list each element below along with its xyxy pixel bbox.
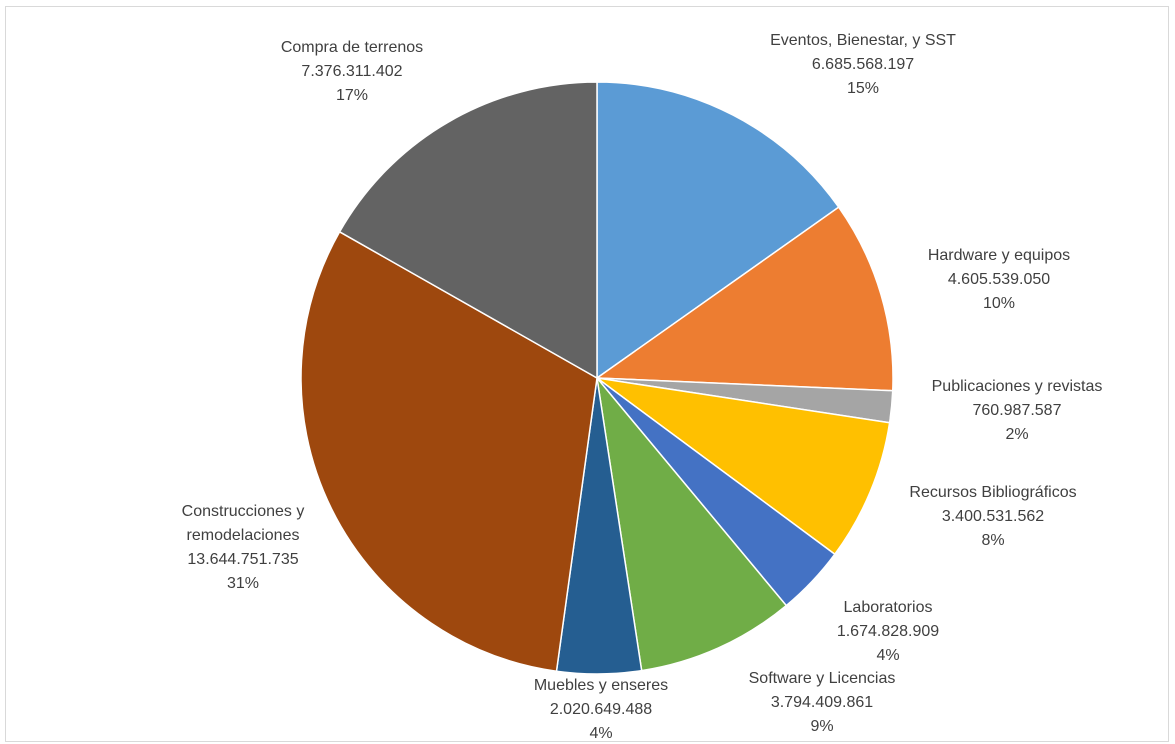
- slice-category-label: Software y Licencias: [749, 670, 896, 687]
- slice-category-label: Laboratorios: [844, 599, 933, 616]
- pie-slice: [300, 230, 598, 673]
- slice-category-label: Eventos, Bienestar, y SST: [770, 32, 956, 49]
- slice-category-label: Compra de terrenos: [281, 39, 423, 56]
- slice-value-label: 3.794.409.861: [771, 694, 873, 711]
- slice-data-label: Construcciones y remodelaciones 13.644.751…: [182, 503, 305, 592]
- slice-category-label: remodelaciones: [187, 527, 300, 544]
- slice-data-label: Laboratorios 1.674.828.909 4%: [837, 599, 939, 664]
- slice-value-label: 3.400.531.562: [942, 508, 1044, 525]
- slice-data-label: Recursos Bibliográficos 3.400.531.562 8%: [909, 484, 1076, 549]
- slice-data-label: Publicaciones y revistas 760.987.587 2%: [932, 378, 1103, 443]
- slice-value-label: 6.685.568.197: [812, 56, 914, 73]
- slice-category-label: Publicaciones y revistas: [932, 378, 1103, 395]
- slice-data-label: Hardware y equipos 4.605.539.050 10%: [928, 247, 1070, 312]
- slice-percent-label: 17%: [336, 87, 368, 104]
- slice-percent-label: 4%: [589, 725, 612, 742]
- slice-data-label: Muebles y enseres 2.020.649.488 4%: [534, 677, 668, 742]
- pie-slice: [338, 81, 598, 380]
- slice-category-label: Recursos Bibliográficos: [909, 484, 1076, 501]
- slice-value-label: 7.376.311.402: [301, 63, 402, 80]
- pie-slice: [596, 377, 891, 556]
- slice-percent-label: 4%: [876, 647, 899, 664]
- slice-data-label: Eventos, Bienestar, y SST 6.685.568.197 15…: [770, 32, 956, 97]
- slice-category-label: Muebles y enseres: [534, 677, 668, 694]
- slice-value-label: 1.674.828.909: [837, 623, 939, 640]
- slice-value-label: 4.605.539.050: [948, 271, 1050, 288]
- slice-value-label: 2.020.649.488: [550, 701, 652, 718]
- slice-percent-label: 8%: [981, 532, 1004, 549]
- slice-percent-label: 31%: [227, 575, 259, 592]
- pie-slice: [596, 81, 840, 380]
- pie-slice: [594, 206, 894, 392]
- slice-category-label: Construcciones y: [182, 503, 305, 520]
- pie-slice: [595, 375, 788, 672]
- slice-percent-label: 10%: [983, 295, 1015, 312]
- pie-labels: Eventos, Bienestar, y SST 6.685.568.197 15…: [182, 32, 1103, 742]
- slice-value-label: 13.644.751.735: [187, 551, 298, 568]
- slice-category-label: Hardware y equipos: [928, 247, 1070, 264]
- slice-data-label: Compra de terrenos 7.376.311.402 17%: [281, 39, 423, 104]
- slice-value-label: 760.987.587: [973, 402, 1062, 419]
- pie-slices: [300, 81, 894, 675]
- slice-percent-label: 2%: [1005, 426, 1028, 443]
- slice-percent-label: 9%: [810, 718, 833, 735]
- slice-percent-label: 15%: [847, 80, 879, 97]
- slice-data-label: Software y Licencias 3.794.409.861 9%: [749, 670, 896, 735]
